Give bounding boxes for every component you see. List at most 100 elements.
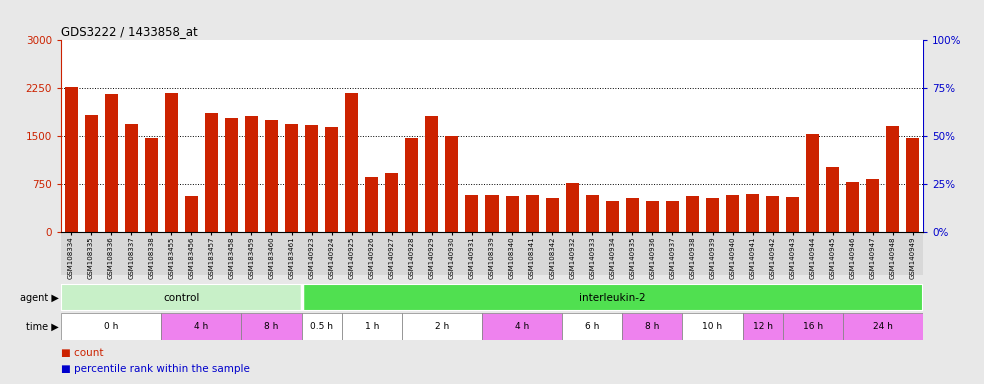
Bar <box>767 197 779 232</box>
Bar <box>145 138 157 232</box>
Bar <box>65 87 78 232</box>
Point <box>144 45 159 51</box>
Bar <box>225 118 238 232</box>
Point <box>343 45 359 51</box>
Bar <box>301 313 341 340</box>
Bar <box>866 179 880 232</box>
Bar <box>746 194 759 232</box>
Text: 0.5 h: 0.5 h <box>310 322 334 331</box>
Bar <box>61 284 301 311</box>
Bar <box>782 313 843 340</box>
Bar <box>386 174 399 232</box>
Point <box>84 43 99 49</box>
Point <box>645 76 660 82</box>
Bar <box>566 183 579 232</box>
Text: GDS3222 / 1433858_at: GDS3222 / 1433858_at <box>61 25 198 38</box>
Text: 8 h: 8 h <box>265 322 278 331</box>
Bar <box>906 137 919 232</box>
Bar <box>125 124 138 232</box>
Point <box>204 45 219 51</box>
Point <box>444 78 460 84</box>
Point <box>524 72 540 78</box>
Bar <box>887 126 899 232</box>
Bar <box>562 313 622 340</box>
Bar <box>606 201 619 232</box>
Bar <box>465 195 478 232</box>
Point <box>484 72 500 78</box>
Point <box>885 45 900 51</box>
Point <box>424 45 440 51</box>
Text: 24 h: 24 h <box>873 322 892 331</box>
Bar <box>245 116 258 232</box>
Point <box>544 78 560 84</box>
Bar <box>61 313 161 340</box>
Bar <box>341 313 401 340</box>
Point <box>905 45 921 51</box>
Point <box>304 45 320 51</box>
Bar <box>585 195 598 232</box>
Text: 12 h: 12 h <box>753 322 772 331</box>
Point <box>724 78 740 84</box>
Bar <box>401 313 482 340</box>
Bar <box>646 201 659 232</box>
Bar <box>706 198 719 232</box>
Bar <box>482 313 562 340</box>
Point <box>504 76 520 82</box>
Bar <box>622 313 683 340</box>
Point <box>564 70 580 76</box>
Point <box>244 45 260 51</box>
Point <box>825 62 840 68</box>
Text: 8 h: 8 h <box>646 322 659 331</box>
Text: 6 h: 6 h <box>585 322 599 331</box>
Bar <box>786 197 799 232</box>
Point <box>364 85 380 91</box>
Point <box>865 70 881 76</box>
Text: 4 h: 4 h <box>515 322 529 331</box>
Text: 4 h: 4 h <box>194 322 209 331</box>
Point <box>183 83 199 89</box>
Point <box>404 81 420 88</box>
Point <box>705 78 720 84</box>
Text: 16 h: 16 h <box>803 322 823 331</box>
Bar <box>485 195 499 232</box>
Bar <box>726 195 739 232</box>
Bar <box>743 313 782 340</box>
Bar <box>626 198 639 232</box>
Bar <box>164 93 178 232</box>
Point <box>845 72 861 78</box>
Bar <box>345 93 358 232</box>
Text: time ▶: time ▶ <box>27 321 59 331</box>
Point <box>805 43 821 49</box>
Bar <box>686 197 699 232</box>
Bar <box>241 313 301 340</box>
Point <box>324 45 339 51</box>
Bar <box>425 116 439 232</box>
Bar <box>525 195 538 232</box>
Bar <box>843 313 923 340</box>
Bar <box>104 94 118 232</box>
Point <box>685 78 701 84</box>
Bar <box>683 313 743 340</box>
Point <box>283 45 299 51</box>
Point <box>584 76 600 82</box>
Bar <box>827 167 839 232</box>
Text: interleukin-2: interleukin-2 <box>579 293 646 303</box>
Bar <box>405 137 418 232</box>
Point <box>63 43 79 49</box>
Bar <box>506 197 519 232</box>
Text: agent ▶: agent ▶ <box>20 293 59 303</box>
Text: 2 h: 2 h <box>435 322 449 331</box>
Bar <box>806 134 820 232</box>
Point <box>464 83 480 89</box>
Text: 10 h: 10 h <box>703 322 722 331</box>
Bar <box>205 113 217 232</box>
Bar <box>185 197 198 232</box>
Point <box>223 45 239 51</box>
Point <box>264 45 279 51</box>
Point <box>664 81 680 88</box>
Bar <box>846 182 859 232</box>
Text: 1 h: 1 h <box>364 322 379 331</box>
Bar <box>325 127 338 232</box>
Bar <box>85 115 97 232</box>
Bar <box>545 199 559 232</box>
